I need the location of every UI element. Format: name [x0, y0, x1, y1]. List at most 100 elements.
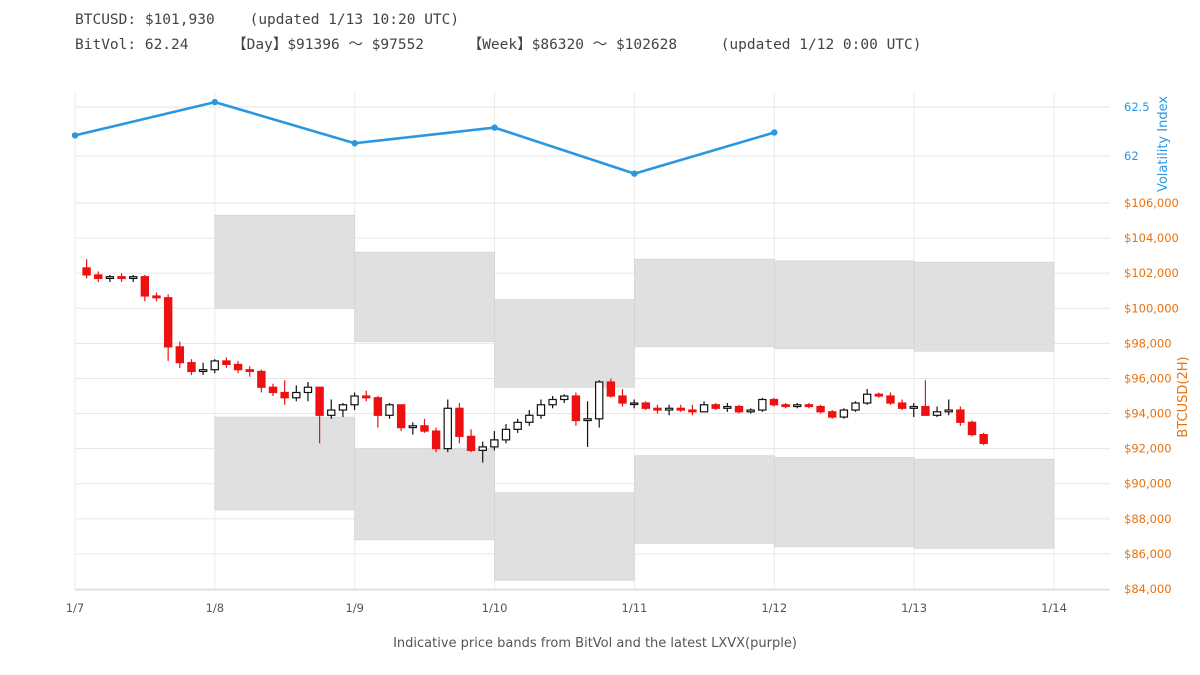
candle-body — [222, 360, 231, 366]
candle-body — [629, 402, 639, 406]
candle — [874, 392, 884, 398]
candle-body — [641, 402, 651, 409]
candle-body — [257, 370, 266, 388]
candle — [548, 396, 557, 409]
x-tick-label: 1/10 — [482, 601, 508, 615]
candle — [82, 259, 91, 279]
candle — [117, 273, 126, 282]
candle — [793, 403, 802, 409]
candle-body — [583, 418, 592, 422]
candle-body — [490, 439, 499, 448]
candle-body — [606, 381, 616, 397]
candle — [163, 294, 173, 361]
volatility-series — [71, 98, 778, 177]
price-tick-label: $106,000 — [1124, 196, 1179, 210]
candle-body — [944, 409, 953, 413]
candle — [851, 401, 860, 412]
candle — [979, 432, 988, 446]
candle-body — [769, 398, 779, 406]
candle-body — [105, 276, 115, 280]
price-tick-label: $98,000 — [1124, 336, 1172, 350]
candle-body — [548, 398, 557, 406]
candle — [140, 274, 150, 302]
candle — [443, 399, 452, 453]
candle-body — [839, 409, 849, 418]
candle — [198, 362, 208, 375]
candle — [897, 399, 907, 411]
price-tick-label: $94,000 — [1124, 407, 1172, 421]
bitvol-bands-line: BitVol: 62.24 【Day】$91396 〜 $97552 【Week… — [75, 37, 922, 53]
candle — [396, 404, 406, 432]
candle-body — [688, 409, 697, 413]
volatility-point — [631, 170, 638, 177]
candle-body — [653, 407, 662, 411]
candle-body — [699, 404, 709, 413]
upper-price-band — [913, 261, 1055, 352]
candle-body — [338, 404, 348, 411]
candle-body — [268, 386, 278, 394]
candle — [618, 388, 627, 407]
candle-body — [198, 369, 208, 373]
price-tick-label: $86,000 — [1124, 547, 1172, 561]
candle — [257, 369, 266, 393]
candle-body — [897, 402, 907, 409]
candle — [862, 388, 872, 405]
candle — [455, 403, 464, 444]
candle — [781, 403, 790, 409]
candle — [816, 404, 825, 414]
candle — [361, 390, 371, 402]
lower-price-band — [773, 457, 915, 548]
candle-body — [315, 386, 324, 416]
candle-body — [862, 393, 872, 404]
x-tick-label: 1/13 — [901, 601, 927, 615]
candle-body — [373, 397, 383, 416]
candle-body — [956, 409, 965, 423]
lower-price-band — [354, 448, 495, 541]
candle — [734, 404, 744, 414]
candle — [711, 403, 720, 411]
candle — [769, 397, 779, 407]
candle-body — [280, 391, 289, 399]
price-tick-label: $84,000 — [1124, 582, 1172, 596]
candle-body — [723, 405, 732, 409]
candle — [222, 357, 231, 368]
upper-price-band — [773, 260, 915, 349]
volatility-point — [351, 140, 358, 147]
candle — [653, 404, 662, 414]
upper-price-band — [214, 214, 356, 309]
candle — [828, 410, 837, 419]
candle — [431, 427, 441, 453]
candle — [478, 441, 487, 463]
lower-price-band — [634, 455, 775, 544]
candle — [233, 360, 243, 374]
candle-body — [82, 267, 91, 276]
candle-body — [128, 276, 138, 280]
candle — [560, 394, 569, 404]
candlesticks — [82, 259, 988, 463]
candle-body — [851, 402, 860, 411]
lower-price-band — [214, 416, 356, 511]
candle-body — [478, 446, 487, 451]
candle-body — [595, 381, 604, 420]
candle — [746, 408, 755, 414]
candle-body — [94, 274, 103, 280]
candle-body — [664, 407, 674, 411]
candle-body — [292, 391, 301, 399]
lower-price-band — [494, 492, 635, 581]
candle — [210, 359, 219, 374]
price-tick-label: $102,000 — [1124, 266, 1179, 280]
candle — [909, 403, 918, 418]
candle — [350, 392, 359, 411]
candle-body — [525, 414, 534, 423]
candle-body — [886, 395, 895, 404]
candle — [128, 274, 138, 282]
candle — [280, 380, 289, 405]
upper-price-band — [634, 258, 775, 348]
candle — [595, 380, 604, 428]
candle — [303, 381, 313, 402]
x-tick-label: 1/7 — [66, 601, 85, 615]
volatility-point — [71, 132, 79, 139]
candle — [268, 383, 278, 396]
candle-body — [431, 430, 441, 450]
candle-body — [676, 407, 685, 411]
